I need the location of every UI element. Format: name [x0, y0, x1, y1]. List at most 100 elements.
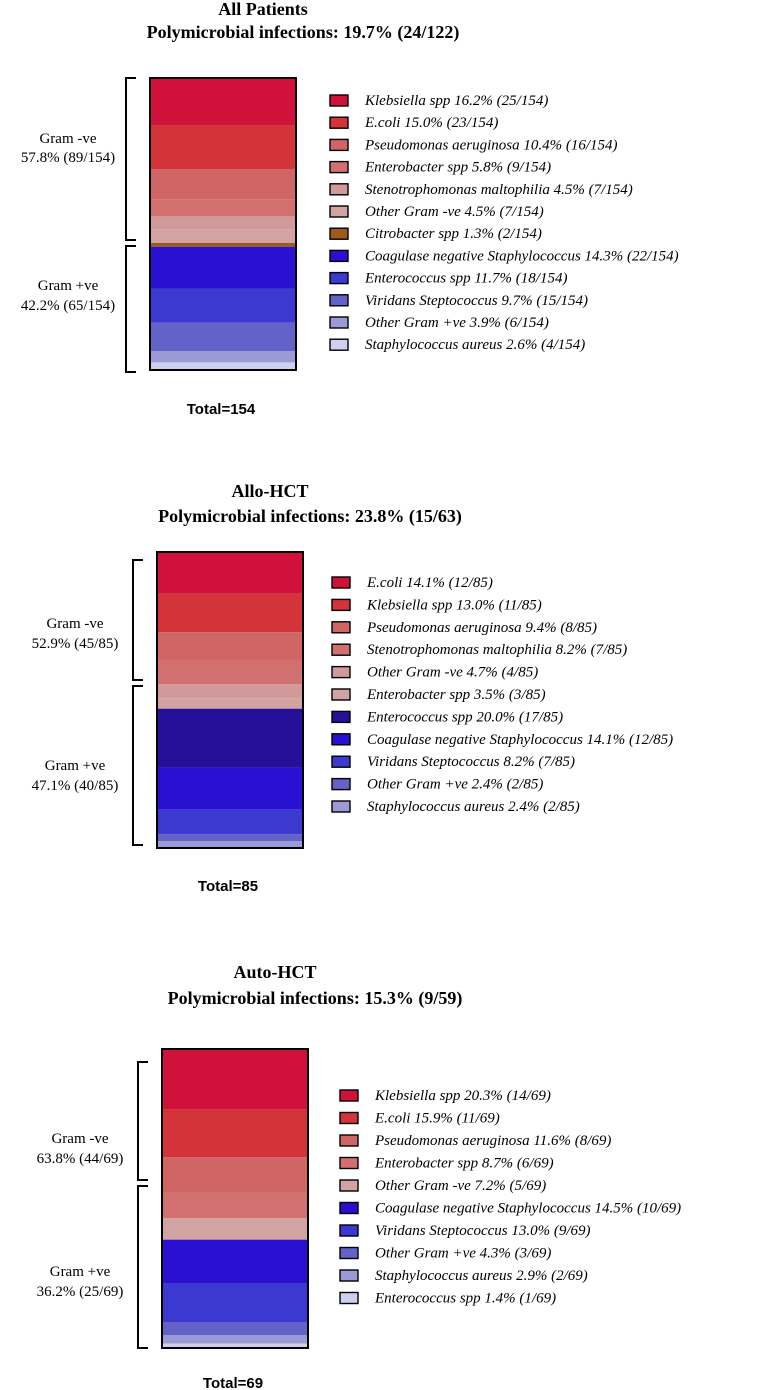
legend-label: Other Gram +ve 4.3% (3/69) — [375, 1246, 551, 1262]
legend-label: Enterococcus spp 20.0% (17/85) — [366, 709, 563, 725]
panel-auto-hct: Auto-HCT Polymicrobial infections: 15.3% … — [37, 962, 682, 1390]
legend-swatch — [331, 665, 351, 679]
bar-segment — [162, 1049, 308, 1110]
bar-segment — [162, 1343, 308, 1348]
gram-neg-label: Gram -ve — [46, 616, 103, 632]
bar-segment — [157, 767, 303, 810]
legend-swatch — [331, 710, 351, 724]
legend-label: Other Gram -ve 7.2% (5/69) — [375, 1178, 546, 1194]
legend-label: Coagulase negative Staphylococcus 14.3% … — [365, 248, 679, 264]
bar-segment — [150, 242, 296, 247]
legend-swatch — [331, 800, 351, 813]
bar-segment — [150, 216, 296, 230]
panel-allo-hct: Allo-HCT Polymicrobial infections: 23.8% … — [32, 481, 674, 895]
bar-segment — [150, 246, 296, 289]
legend-label: Enterococcus spp 11.7% (18/154) — [364, 271, 567, 287]
bar-outline — [156, 551, 304, 849]
gram-neg-value: 63.8% (44/69) — [37, 1151, 124, 1167]
legend-swatch — [331, 733, 351, 746]
panel-all-patients: All Patients Polymicrobial infections: 19… — [21, 0, 679, 418]
bar-segment — [157, 841, 303, 848]
bar-segment — [150, 199, 296, 217]
bar-segment — [162, 1218, 308, 1240]
legend-label: Enterobacter spp 5.8% (9/154) — [364, 160, 551, 176]
legend-swatch — [329, 183, 349, 196]
bar-segment — [157, 552, 303, 594]
legend-label: Viridans Steptococcus 13.0% (9/69) — [375, 1223, 591, 1239]
chart-title: All Patients — [218, 0, 308, 19]
legend-swatch — [331, 643, 351, 656]
legend-swatch — [329, 227, 349, 240]
legend-label: Staphylococcus aureus 2.4% (2/85) — [367, 799, 580, 815]
bar-segment — [162, 1283, 308, 1322]
legend-label: Enterococcus spp 1.4% (1/69) — [374, 1291, 556, 1307]
bar-segment — [162, 1335, 308, 1344]
legend-label: Staphylococcus aureus 2.9% (2/69) — [375, 1268, 588, 1284]
total-label: Total=154 — [187, 401, 256, 418]
bar-segment — [162, 1109, 308, 1158]
legend-swatch — [339, 1156, 359, 1170]
legend-swatch — [339, 1269, 359, 1282]
legend-label: Stenotrophomonas maltophilia 8.2% (7/85) — [367, 642, 627, 658]
gram-pos-bracket — [125, 245, 136, 373]
bar-segment — [157, 809, 303, 835]
legend-swatch — [331, 688, 351, 701]
gram-neg-bracket — [132, 559, 143, 681]
legend-swatch — [329, 316, 349, 329]
legend-label: Pseudomonas aeruginosa 9.4% (8/85) — [366, 620, 597, 636]
gram-pos-label: Gram +ve — [38, 278, 99, 294]
gram-pos-value: 47.1% (40/85) — [32, 778, 119, 794]
legend-swatch — [331, 755, 351, 768]
legend-swatch — [339, 1179, 359, 1192]
chart-subtitle: Polymicrobial infections: 23.8% (15/63) — [158, 506, 462, 527]
legend-label: E.coli 15.9% (11/69) — [374, 1111, 500, 1127]
legend-label: Stenotrophomonas maltophilia 4.5% (7/154… — [365, 182, 633, 198]
gram-pos-label: Gram +ve — [45, 758, 106, 774]
legend-swatch — [339, 1134, 359, 1147]
legend-swatch — [329, 205, 349, 218]
legend-label: Pseudomonas aeruginosa 11.6% (8/69) — [374, 1133, 611, 1149]
legend-label: Enterobacter spp 8.7% (6/69) — [374, 1156, 554, 1172]
gram-pos-label: Gram +ve — [50, 1264, 111, 1280]
bar-segment — [162, 1157, 308, 1192]
legend-label: Pseudomonas aeruginosa 10.4% (16/154) — [364, 137, 617, 153]
total-label: Total=85 — [198, 878, 258, 895]
legend-swatch — [331, 576, 351, 589]
legend-label: E.coli 14.1% (12/85) — [366, 575, 493, 591]
legend-label: Klebsiella spp 16.2% (25/154) — [364, 93, 548, 109]
gram-neg-bracket — [137, 1061, 148, 1181]
legend-swatch — [329, 138, 349, 152]
gram-neg-bracket — [125, 77, 136, 241]
legend-label: Viridans Steptococcus 9.7% (15/154) — [365, 293, 588, 309]
gram-neg-value: 52.9% (45/85) — [32, 636, 119, 652]
bar-outline — [149, 77, 297, 371]
legend-swatch — [329, 116, 349, 129]
bar-segment — [150, 288, 296, 323]
gram-neg-label: Gram -ve — [39, 131, 96, 147]
bar-segment — [157, 834, 303, 842]
gram-pos-bracket — [132, 685, 143, 846]
bar-segment — [162, 1239, 308, 1283]
legend-swatch — [329, 94, 349, 107]
legend-swatch — [329, 271, 349, 285]
chart-title: Allo-HCT — [231, 481, 308, 501]
bar-segment — [150, 362, 296, 370]
legend-label: Enterobacter spp 3.5% (3/85) — [366, 687, 546, 703]
bar-segment — [157, 659, 303, 685]
legend-swatch — [339, 1111, 359, 1125]
bar-segment — [157, 708, 303, 768]
gram-pos-value: 42.2% (65/154) — [21, 298, 115, 314]
legend-label: Coagulase negative Staphylococcus 14.5% … — [375, 1201, 681, 1217]
legend-swatch — [331, 777, 351, 791]
legend-label: Citrobacter spp 1.3% (2/154) — [365, 226, 542, 242]
bar-segment — [150, 322, 296, 352]
legend-label: Viridans Steptococcus 8.2% (7/85) — [367, 754, 575, 770]
total-label: Total=69 — [203, 1375, 263, 1390]
bar-segment — [162, 1192, 308, 1218]
bar-segment — [157, 632, 303, 660]
legend-swatch — [339, 1246, 359, 1260]
chart-subtitle: Polymicrobial infections: 19.7% (24/122) — [147, 22, 460, 43]
legend-swatch — [329, 249, 349, 263]
gram-pos-bracket — [137, 1185, 148, 1349]
legend-label: Other Gram +ve 3.9% (6/154) — [365, 315, 549, 331]
